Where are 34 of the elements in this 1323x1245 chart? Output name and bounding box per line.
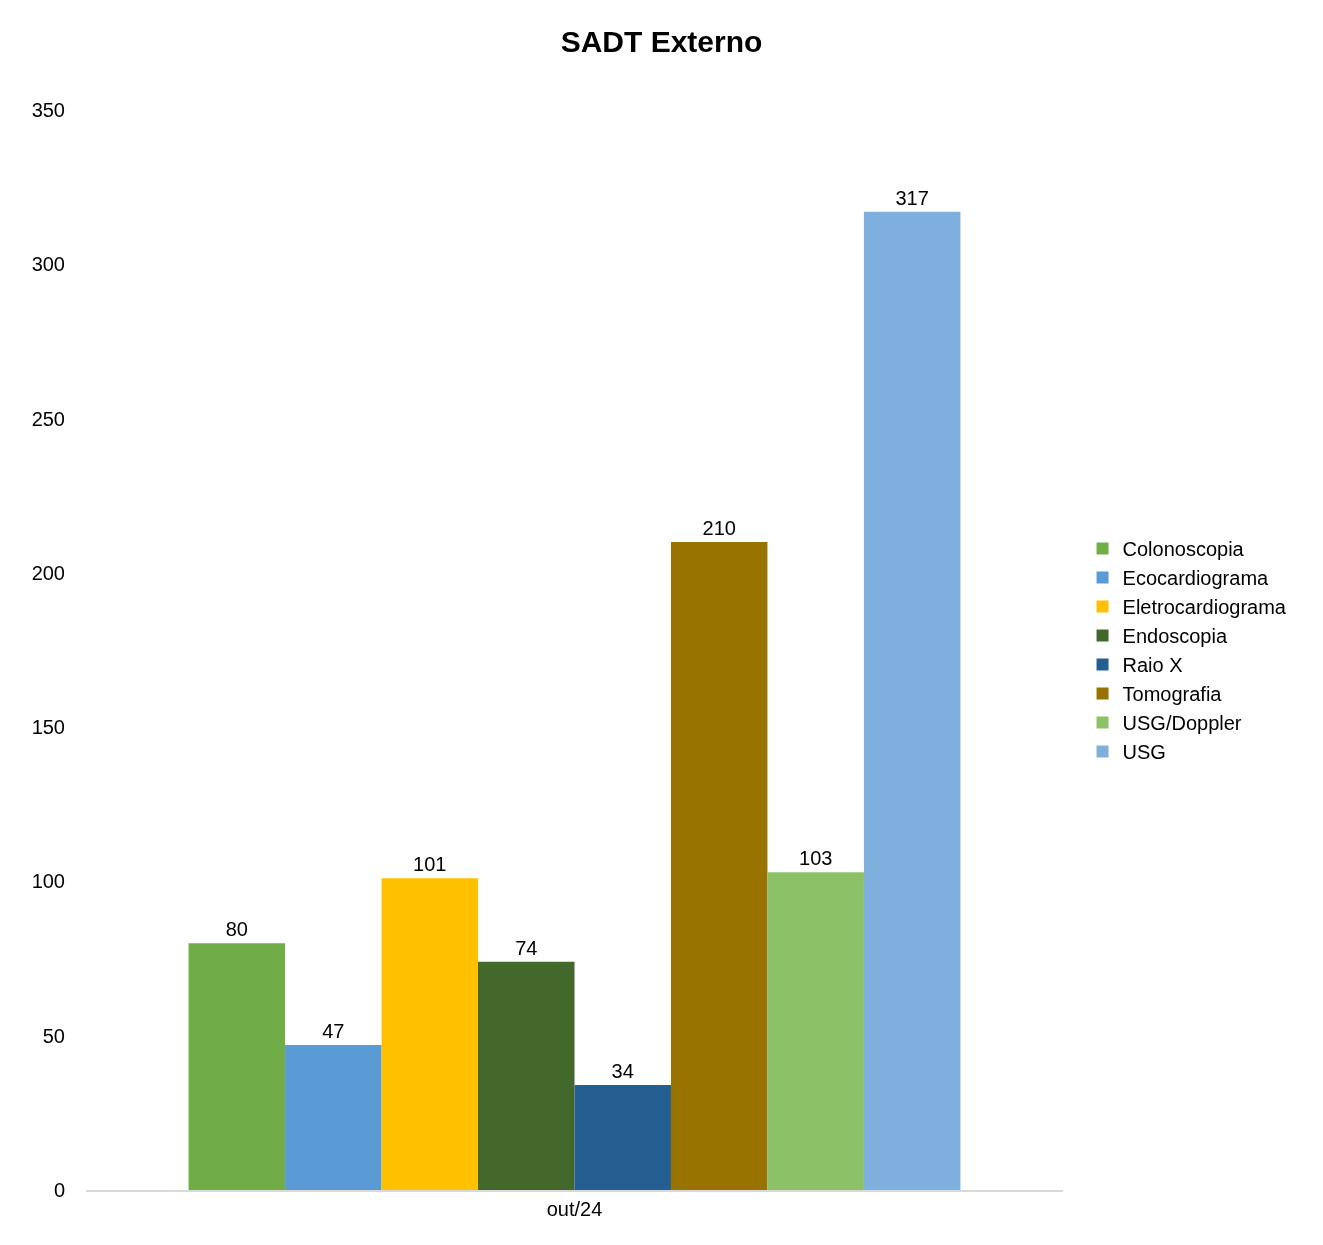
- legend-label: Endoscopia: [1122, 625, 1228, 648]
- legend-label: USG: [1122, 741, 1166, 764]
- data-label: 103: [799, 847, 833, 870]
- legend-label: USG/Doppler: [1122, 712, 1242, 735]
- y-tick-label: 150: [31, 716, 65, 739]
- data-label: 101: [413, 853, 447, 876]
- x-tick-label: out/24: [546, 1197, 603, 1220]
- data-label: 34: [611, 1060, 634, 1083]
- data-label: 210: [702, 517, 736, 539]
- bar: [863, 211, 961, 1190]
- bar: [381, 878, 479, 1190]
- y-tick-label: 350: [31, 99, 65, 121]
- bar: [574, 1085, 671, 1190]
- data-label: 80: [225, 918, 248, 941]
- y-tick-label: 250: [31, 407, 65, 430]
- legend-label: Eletrocardiograma: [1122, 596, 1287, 619]
- chart-title: SADT Externo: [560, 25, 763, 59]
- data-label: 47: [322, 1019, 345, 1042]
- bar: [478, 961, 575, 1190]
- legend-label: Tomografia: [1122, 683, 1223, 706]
- y-tick-label: 50: [42, 1024, 65, 1047]
- bar: [285, 1044, 382, 1190]
- data-label: 317: [895, 186, 929, 209]
- data-label: 74: [515, 936, 538, 959]
- y-tick-label: 200: [31, 561, 65, 584]
- legend-label: Colonoscopia: [1122, 538, 1245, 561]
- bar: [670, 542, 768, 1190]
- y-tick-label: 100: [31, 870, 65, 893]
- legend-label: Ecocardiograma: [1122, 567, 1270, 590]
- y-tick-label: 0: [53, 1179, 65, 1201]
- bar: [188, 943, 286, 1190]
- bar: [767, 872, 864, 1190]
- legend-label: Raio X: [1122, 654, 1183, 677]
- y-tick-label: 300: [31, 253, 65, 276]
